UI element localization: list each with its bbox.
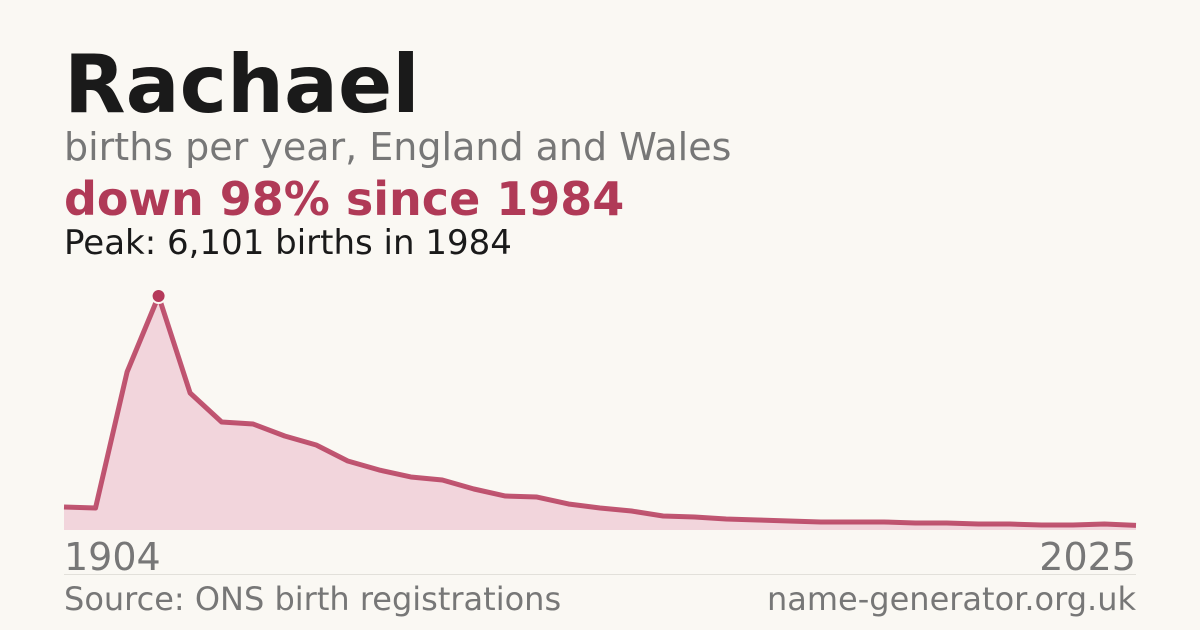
subtitle: births per year, England and Wales	[64, 125, 731, 169]
x-tick-label: 1904	[64, 535, 161, 579]
area-fill	[64, 296, 1136, 530]
peak-marker	[150, 288, 167, 304]
line	[63, 293, 1137, 528]
source: Source: ONS birth registrations	[64, 580, 561, 618]
peak-annotation: Peak: 6,101 births in 1984	[64, 223, 512, 263]
x-tick-label: 2025	[1039, 535, 1136, 579]
headline: down 98% since 1984	[64, 172, 624, 226]
site: name-generator.org.uk	[767, 580, 1136, 618]
chart-title: Rachael	[64, 38, 420, 131]
